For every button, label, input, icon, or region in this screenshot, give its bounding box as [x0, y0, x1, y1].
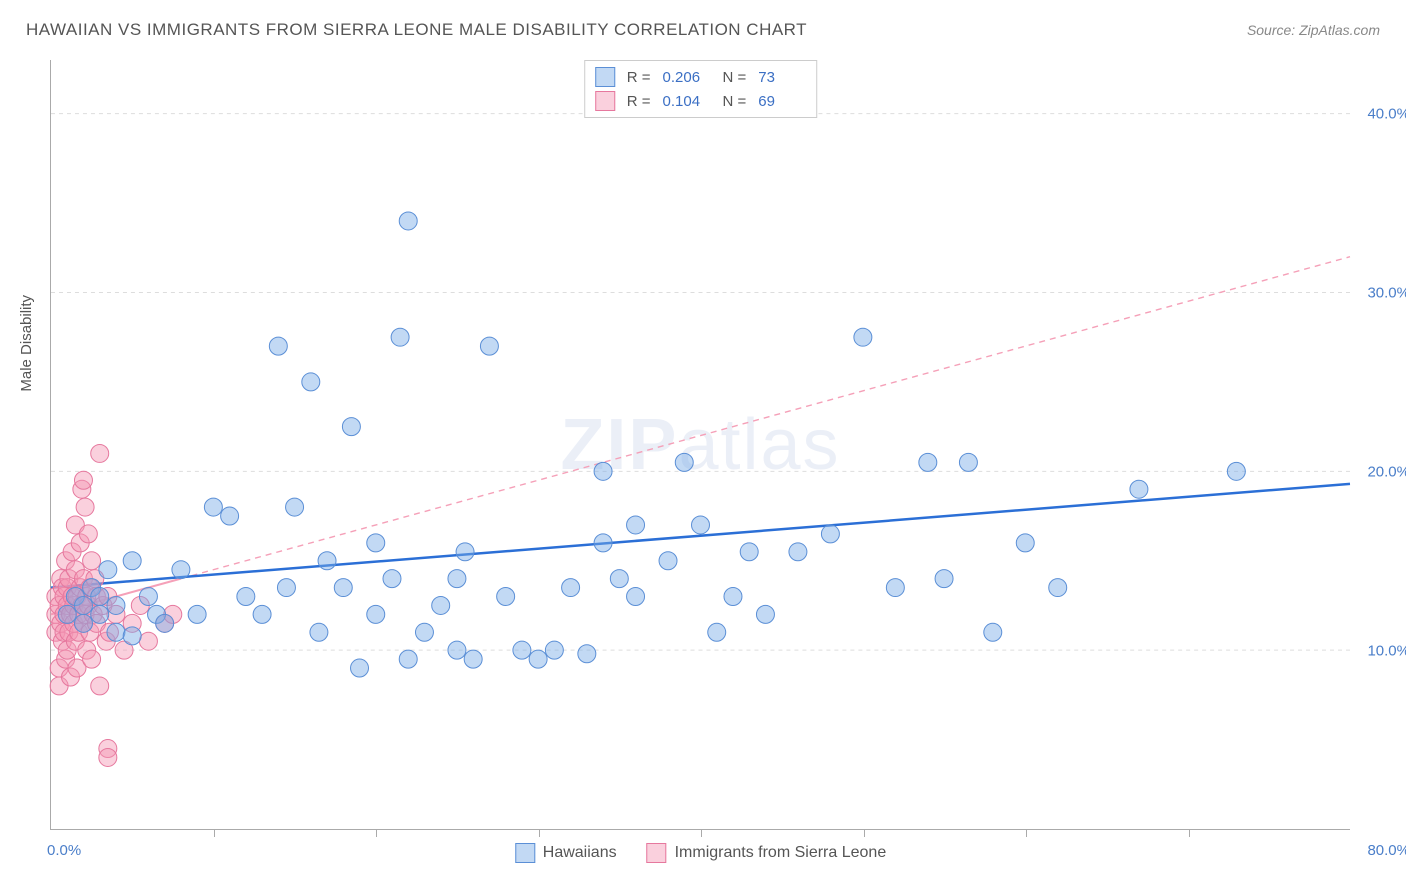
swatch-b [595, 91, 615, 111]
correlation-legend: R = 0.206 N = 73 R = 0.104 N = 69 [584, 60, 818, 118]
n-value-b: 69 [758, 93, 806, 110]
x-minor-tick [214, 829, 215, 837]
r-label: R = [627, 69, 651, 86]
r-value-a: 0.206 [663, 69, 711, 86]
legend-label-a: Hawaiians [543, 844, 617, 862]
swatch-a [515, 843, 535, 863]
y-tick-label: 20.0% [1367, 463, 1406, 480]
swatch-b [647, 843, 667, 863]
n-label: N = [723, 93, 747, 110]
y-axis-title: Male Disability [18, 295, 35, 392]
legend-item-b: Immigrants from Sierra Leone [647, 843, 887, 863]
n-label: N = [723, 69, 747, 86]
plot-area: ZIPatlas R = 0.206 N = 73 R = 0.104 N = … [50, 60, 1350, 830]
legend-row-b: R = 0.104 N = 69 [595, 89, 807, 113]
y-tick-label: 40.0% [1367, 105, 1406, 122]
n-value-a: 73 [758, 69, 806, 86]
r-label: R = [627, 93, 651, 110]
r-value-b: 0.104 [663, 93, 711, 110]
legend-item-a: Hawaiians [515, 843, 617, 863]
x-minor-tick [701, 829, 702, 837]
y-tick-label: 30.0% [1367, 284, 1406, 301]
x-minor-tick [376, 829, 377, 837]
chart-title: HAWAIIAN VS IMMIGRANTS FROM SIERRA LEONE… [26, 20, 807, 40]
chart-source: Source: ZipAtlas.com [1247, 22, 1380, 38]
legend-row-a: R = 0.206 N = 73 [595, 65, 807, 89]
x-minor-tick [864, 829, 865, 837]
legend-label-b: Immigrants from Sierra Leone [675, 844, 887, 862]
x-minor-tick [1189, 829, 1190, 837]
x-minor-tick [1026, 829, 1027, 837]
chart-svg [51, 60, 1350, 829]
x-minor-tick [539, 829, 540, 837]
y-tick-label: 10.0% [1367, 642, 1406, 659]
x-tick-label: 80.0% [1367, 842, 1406, 859]
swatch-a [595, 67, 615, 87]
series-legend: Hawaiians Immigrants from Sierra Leone [515, 843, 886, 863]
x-tick-label: 0.0% [47, 842, 81, 859]
